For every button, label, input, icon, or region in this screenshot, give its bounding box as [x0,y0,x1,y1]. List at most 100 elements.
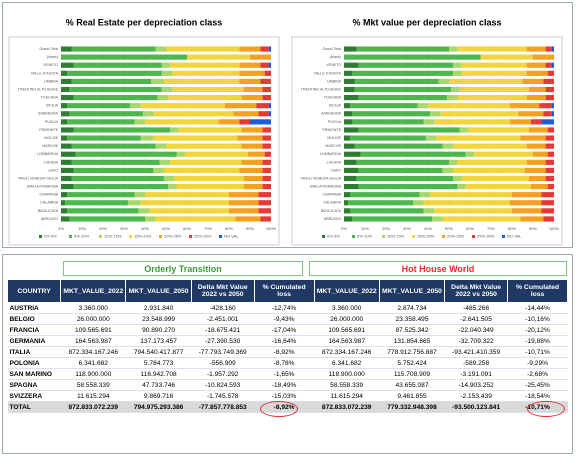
table-cell: -16,64% [254,335,315,347]
table-cell: 26.000.000 [314,313,380,325]
bar-segment [140,200,229,206]
bar-segment [172,70,240,76]
bar-segment [551,111,554,117]
bar-segment [451,86,460,93]
bar-segment [551,62,554,68]
bar-segment [528,175,546,182]
table-cell: 164.563.987 [314,335,380,347]
bar-segment [352,70,454,76]
legend-label: 15%-20% [417,234,435,239]
table-cell: -25,45% [507,379,568,391]
table-cell: 23.548.999 [125,313,192,325]
bar-segment [61,135,68,141]
bar-segment [262,184,271,190]
bar-segment [344,167,359,173]
category-label: ABRUZZO [41,217,58,221]
bar-segment [465,151,475,157]
bar-segment [528,86,546,93]
bar-segment [459,86,529,93]
table-cell: -2.451.001 [191,313,255,325]
legend-swatch [219,235,222,238]
bar-segment [344,208,351,214]
bar-segment [170,159,242,165]
bar-segment [218,119,240,125]
x-tick-label: 30% [120,226,128,231]
bar-segment [344,95,359,101]
table-row: AUSTRIA 3.360.000 2.931.840 -428.160 -12,74%… [7,302,568,314]
legend-label: 15%-20% [134,234,152,239]
bar-segment [474,151,533,157]
bar-segment [170,62,240,68]
table-cell: -77.793.749.369 [191,346,255,358]
bar-segment [356,175,454,182]
bar-segment [509,200,542,206]
bar-segment [524,167,546,173]
table-cell: -10,71% [507,346,568,358]
bar-segment [61,184,74,190]
bar-segment [541,200,554,206]
bar-segment [423,119,435,125]
bar-segment [67,119,135,125]
x-tick-label: 100% [549,226,560,231]
table-cell: 779.332.948.398 [379,401,445,413]
bar-segment [545,167,554,173]
bar-segment [413,200,424,206]
bar-segment [250,119,271,125]
chart-frame [8,36,280,246]
bar-segment [61,111,70,117]
table-cell: 90.890.270 [125,324,192,336]
x-tick-label: 60% [466,226,474,231]
category-label: CAMPANIA [39,193,58,197]
bar-segment [168,95,242,101]
legend-swatch [442,235,445,238]
table-cell: 794.540.417.877 [125,346,192,358]
bar-segment [344,78,355,84]
bar-segment [138,208,150,214]
bar-segment [344,159,357,165]
legend-swatch [69,235,72,238]
bar-segment [528,127,548,133]
bar-segment [258,208,271,214]
table-cell: GERMANIA [7,335,61,347]
bar-segment [239,119,250,125]
table: COUNTRY MKT_VALUE_2022 MKT_VALUE_2050 Delta… [6,279,568,413]
bar-segment [344,143,355,149]
table-cell: 2.931.840 [125,302,192,314]
bar-segment [250,54,271,60]
legend-label: NO VAL [224,234,239,239]
bar-segment [344,135,351,141]
bar-segment [163,78,240,84]
bar-segment [176,184,244,190]
category-label: CALABRIA [323,201,341,205]
bar-segment [446,95,458,101]
bar-segment [453,143,527,149]
bar-segment [69,216,145,222]
bar-segment [170,127,179,133]
table-cell: -14.903.252 [444,379,508,391]
bar-segment [256,103,269,109]
bar-segment [69,111,143,117]
legend-swatch [189,235,192,238]
bar-segment [453,175,462,182]
x-tick-label: 60% [183,226,191,231]
bar-segment [344,86,355,93]
bar-segment [442,143,454,149]
table-cell: 43.655.087 [379,379,445,391]
bar-segment [233,111,259,117]
table-cell: 9.869.716 [125,390,192,402]
table-cell: 778.912.756.887 [379,346,445,358]
bar-segment [457,46,527,52]
bar-segment [344,103,351,109]
bar-segment [453,62,462,68]
table-cell: -18.675.421 [191,324,255,336]
table-cell: -2.153.439 [444,390,508,402]
bar-segment [241,95,263,101]
bar-segment [545,46,552,52]
table-cell: ITALIA [7,346,61,358]
bar-segment [533,151,548,157]
table-cell: SVIZZERA [7,390,61,402]
legend-label: NO VAL [507,234,522,239]
bar-segment [545,135,554,141]
bar-segment [428,103,510,109]
table-cell: 872.833.072.239 [60,401,126,413]
